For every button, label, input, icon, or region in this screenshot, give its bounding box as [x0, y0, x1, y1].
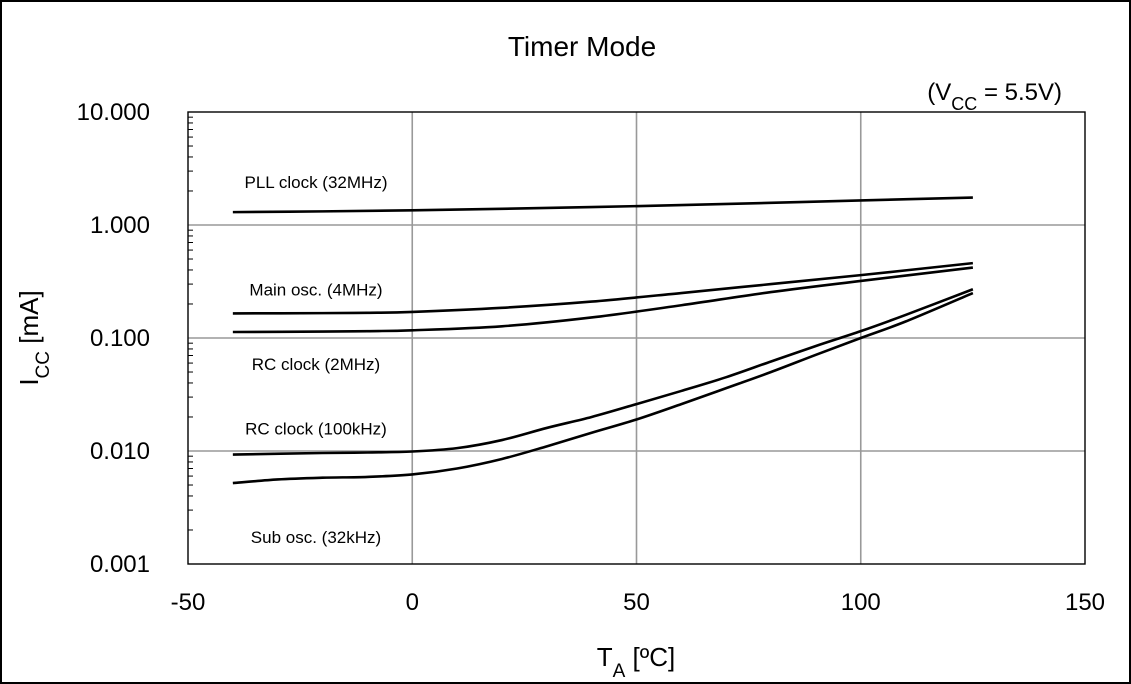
- vcc-condition-suffix: = 5.5V): [977, 79, 1062, 106]
- y-minor-ticks: [188, 116, 193, 531]
- x-axis-label-suffix: [ºC]: [625, 642, 675, 672]
- y-tick-label: 0.001: [90, 551, 150, 578]
- y-axis-label: ICC [mA]: [14, 290, 54, 385]
- x-tick-label: -50: [171, 589, 206, 616]
- series-line-4: [232, 291, 974, 485]
- x-tick-label: 150: [1065, 589, 1105, 616]
- grid-lines: [188, 112, 1085, 564]
- y-tick-label: 0.100: [90, 325, 150, 352]
- vcc-condition-subscript: CC: [951, 94, 977, 114]
- y-tick-label: 1.000: [90, 212, 150, 239]
- vcc-condition: (VCC = 5.5V): [927, 79, 1062, 114]
- x-tick-label: 50: [623, 589, 650, 616]
- series-line-2: [232, 266, 974, 334]
- plot-area-border: [187, 111, 1086, 565]
- y-tick-label: 10.000: [77, 99, 150, 126]
- x-tick-label: 0: [406, 589, 419, 616]
- series-label-3: RC clock (100kHz): [245, 420, 387, 439]
- series-lines: [232, 196, 974, 485]
- x-tick-label: 100: [841, 589, 881, 616]
- series-label-4: Sub osc. (32kHz): [251, 528, 381, 547]
- y-axis-label-main: I: [14, 378, 44, 385]
- series-label-1: Main osc. (4MHz): [249, 280, 382, 299]
- y-axis-label-subscript: CC: [33, 351, 54, 378]
- chart-title: Timer Mode: [508, 31, 656, 62]
- series-line-3: [232, 288, 974, 456]
- series-line-0: [232, 196, 973, 214]
- tick-labels: -50 0 50 100 150 0.001 0.010 0.100 1.000 10.000: [77, 99, 1105, 616]
- x-axis-label-main: T: [597, 642, 613, 672]
- series-line-1: [232, 261, 974, 315]
- vcc-condition-prefix: (V: [927, 79, 951, 106]
- x-axis-label: TA [ºC]: [597, 642, 676, 682]
- series-label-0: PLL clock (32MHz): [245, 173, 388, 192]
- y-axis-label-suffix: [mA]: [14, 290, 44, 351]
- y-tick-label: 0.010: [90, 438, 150, 465]
- series-labels: PLL clock (32MHz) Main osc. (4MHz) RC cloc…: [245, 173, 388, 547]
- x-axis-label-subscript: A: [613, 661, 626, 682]
- series-label-2: RC clock (2MHz): [252, 355, 380, 374]
